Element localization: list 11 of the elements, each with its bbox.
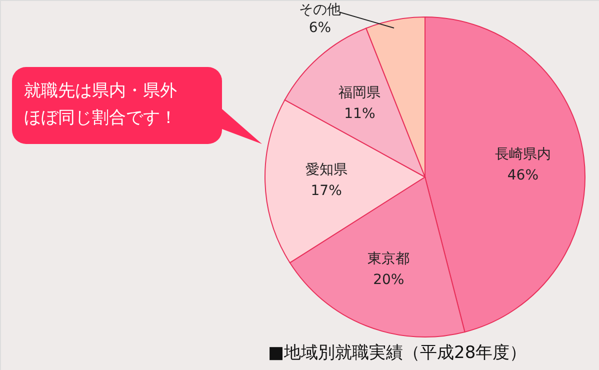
slice-label: その他 [299,2,341,18]
data-label: 6% [308,20,332,36]
data-label: 20% [373,272,404,288]
slice-label: 長崎県内 [494,146,551,163]
slice-label: 東京都 [368,250,410,267]
slice-label: 愛知県 [305,162,348,178]
data-label: 17% [310,183,342,200]
text: ■地域別就職実績（平成28年度） [268,342,527,364]
data-label: 46% [507,168,539,184]
slice-label: 福岡県 [338,84,381,101]
data-label: 11% [344,106,376,122]
